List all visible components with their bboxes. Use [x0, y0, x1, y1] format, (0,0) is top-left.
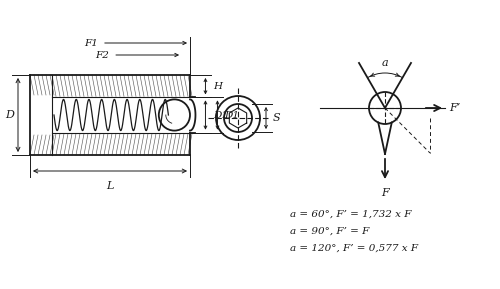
Text: H: H [214, 82, 222, 91]
Text: F: F [381, 188, 389, 198]
Text: a = 60°, F’ = 1,732 x F: a = 60°, F’ = 1,732 x F [290, 210, 412, 219]
Text: D1: D1 [224, 110, 240, 119]
Text: S: S [273, 113, 280, 123]
Text: a: a [382, 58, 388, 68]
Text: F’: F’ [449, 103, 460, 113]
Text: F2: F2 [96, 51, 109, 60]
Text: a = 120°, F’ = 0,577 x F: a = 120°, F’ = 0,577 x F [290, 244, 418, 253]
Text: L: L [106, 181, 114, 191]
Text: D: D [6, 110, 15, 120]
Text: D1: D1 [214, 110, 228, 119]
Text: a = 90°, F’ = F: a = 90°, F’ = F [290, 227, 370, 236]
Text: F1: F1 [84, 38, 98, 47]
